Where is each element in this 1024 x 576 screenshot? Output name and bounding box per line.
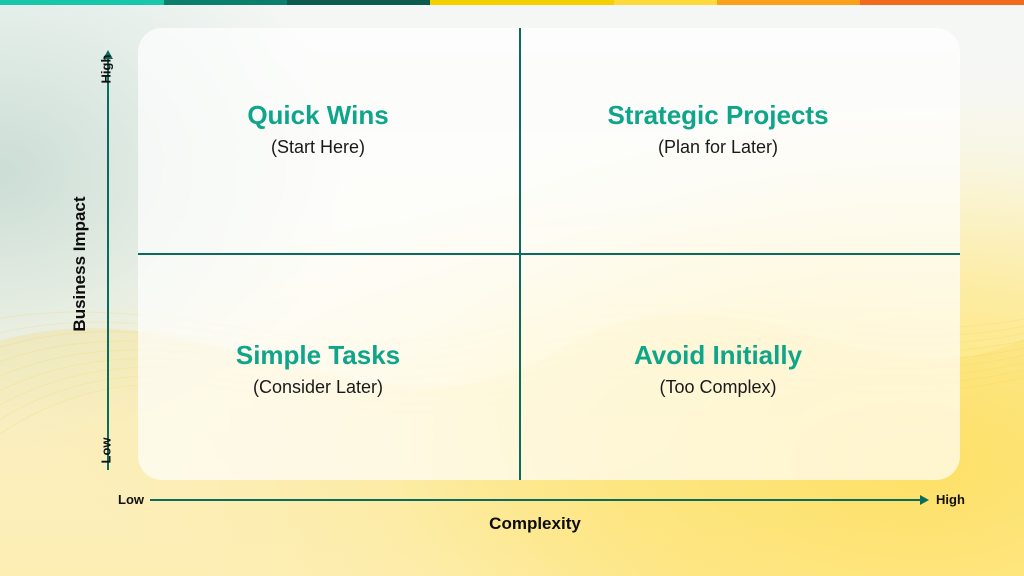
x-axis-title: Complexity [475, 514, 595, 534]
quadrant-title: Avoid Initially [634, 340, 802, 371]
quadrant-bottom-right: Avoid Initially (Too Complex) [558, 340, 878, 398]
quadrant-top-left: Quick Wins (Start Here) [158, 100, 478, 158]
x-axis-high-label: High [936, 492, 965, 507]
y-axis-title: Business Impact [70, 184, 90, 344]
topbar-seg-3 [287, 0, 430, 5]
x-axis-low-label: Low [118, 492, 144, 507]
topbar-seg-4 [430, 0, 614, 5]
y-axis-line [107, 58, 109, 470]
quadrant-subtitle: (Plan for Later) [658, 137, 778, 158]
topbar-seg-5 [614, 0, 716, 5]
topbar-seg-2 [164, 0, 287, 5]
quadrant-title: Strategic Projects [607, 100, 828, 131]
quadrant-title: Simple Tasks [236, 340, 400, 371]
matrix-divider-horizontal [138, 253, 960, 255]
x-axis-line [150, 499, 920, 501]
quadrant-subtitle: (Consider Later) [253, 377, 383, 398]
quadrant-subtitle: (Start Here) [271, 137, 365, 158]
y-axis-high-label: High [99, 55, 114, 84]
quadrant-subtitle: (Too Complex) [659, 377, 776, 398]
topbar-seg-1 [0, 0, 164, 5]
quadrant-top-right: Strategic Projects (Plan for Later) [558, 100, 878, 158]
topbar-seg-7 [860, 0, 1024, 5]
y-axis-low-label: Low [99, 438, 114, 464]
top-color-bar [0, 0, 1024, 5]
quadrant-bottom-left: Simple Tasks (Consider Later) [158, 340, 478, 398]
topbar-seg-6 [717, 0, 860, 5]
x-axis-arrow-icon [920, 495, 929, 505]
quadrant-title: Quick Wins [247, 100, 388, 131]
